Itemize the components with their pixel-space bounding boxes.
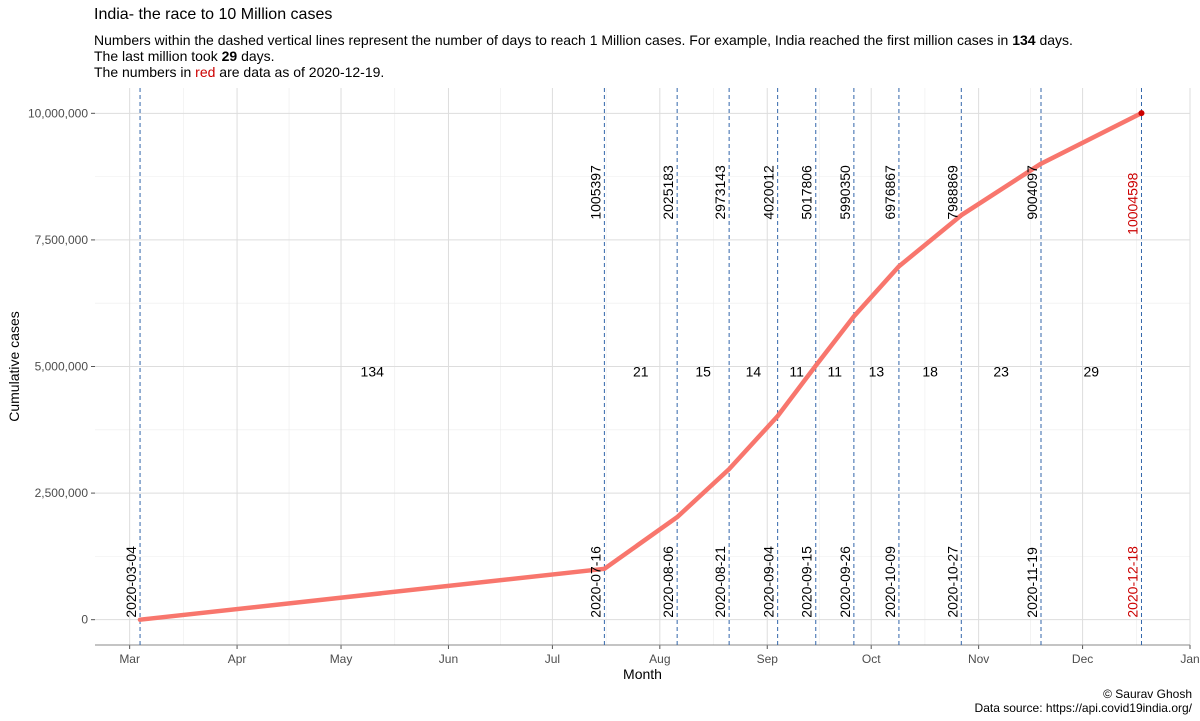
days-count-label: 21 [633,364,649,380]
subtitle-text: are data as of 2020-12-19. [215,64,385,80]
days-count-label: 29 [1083,364,1099,380]
x-tick-label: Sep [757,652,779,666]
milestone-date-label: 2020-08-06 [660,546,676,618]
x-axis-title: Month [623,666,662,682]
milestone-date-label: 2020-12-18 [1124,546,1140,618]
subtitle-red-word: red [195,64,216,80]
y-tick-label: 0 [81,613,88,627]
milestone-date-label: 2020-10-27 [944,546,960,618]
milestone-date-label: 2020-08-21 [712,546,728,618]
milestone-date-label: 2020-10-09 [882,546,898,618]
milestone-cases-label: 2025183 [660,165,676,220]
days-count-label: 134 [361,364,385,380]
subtitle-bold-days: 134 [1012,32,1036,48]
subtitle-line-1: Numbers within the dashed vertical lines… [94,32,1073,48]
milestone-date-label: 2020-03-04 [123,546,139,618]
milestone-date-label: 2020-07-16 [587,546,603,618]
milestone-date-label: 2020-09-26 [837,546,853,618]
milestone-cases-label: 1005397 [587,165,603,220]
milestone-cases-label: 9004097 [1024,165,1040,220]
x-tick-label: Jan [1180,652,1199,666]
subtitle-text: The last million took [94,48,222,64]
x-tick-label: Mar [119,652,140,666]
milestone-date-label: 2020-11-19 [1024,547,1040,618]
subtitle-line-3: The numbers in red are data as of 2020-1… [94,64,384,80]
milestone-cases-label: 10004598 [1124,172,1140,235]
milestone-cases-label: 2973143 [712,165,728,220]
milestone-cases-label: 5017806 [799,165,815,220]
y-axis-title: Cumulative cases [6,311,22,422]
milestone-cases-label: 4020012 [761,165,777,220]
x-tick-label: Dec [1072,652,1093,666]
data-source-text: Data source: https://api.covid19india.or… [974,701,1192,715]
chart-title: India- the race to 10 Million cases [94,6,333,23]
series-line [137,110,1144,622]
milestone-cases-label: 7988869 [944,165,960,220]
subtitle-bold-days: 29 [221,48,238,64]
x-tick-label: Jul [545,652,560,666]
y-tick-label: 2,500,000 [35,486,89,500]
x-tick-label: Nov [968,652,989,666]
subtitle-text: The numbers in [94,64,196,80]
days-count-label: 18 [922,364,938,380]
subtitle-text: days. [237,48,275,64]
x-tick-label: Aug [649,652,670,666]
subtitle-text: days. [1035,32,1073,48]
milestone-date-label: 2020-09-15 [799,546,815,618]
days-count-label: 11 [789,364,804,380]
x-tick-label: Jun [439,652,458,666]
x-tick-label: Apr [228,652,247,666]
x-tick-label: May [330,652,353,666]
days-count-label: 15 [695,364,711,380]
y-tick-label: 5,000,000 [35,360,89,374]
days-count-label: 14 [746,364,762,380]
y-tick-label: 7,500,000 [35,233,89,247]
days-count-label: 13 [869,364,885,380]
milestone-cases-label: 5990350 [837,165,853,220]
subtitle-line-2: The last million took 29 days. [94,48,275,64]
milestone-cases-label: 6976867 [882,165,898,220]
y-tick-label: 10,000,000 [28,106,88,120]
days-count-label: 11 [828,364,843,380]
latest-point [1138,110,1145,117]
days-count-label: 23 [993,364,1009,380]
milestone-date-label: 2020-09-04 [761,546,777,618]
subtitle-text: Numbers within the dashed vertical lines… [94,32,1013,48]
x-tick-label: Oct [862,652,881,666]
credit-text: © Saurav Ghosh [1103,687,1192,701]
